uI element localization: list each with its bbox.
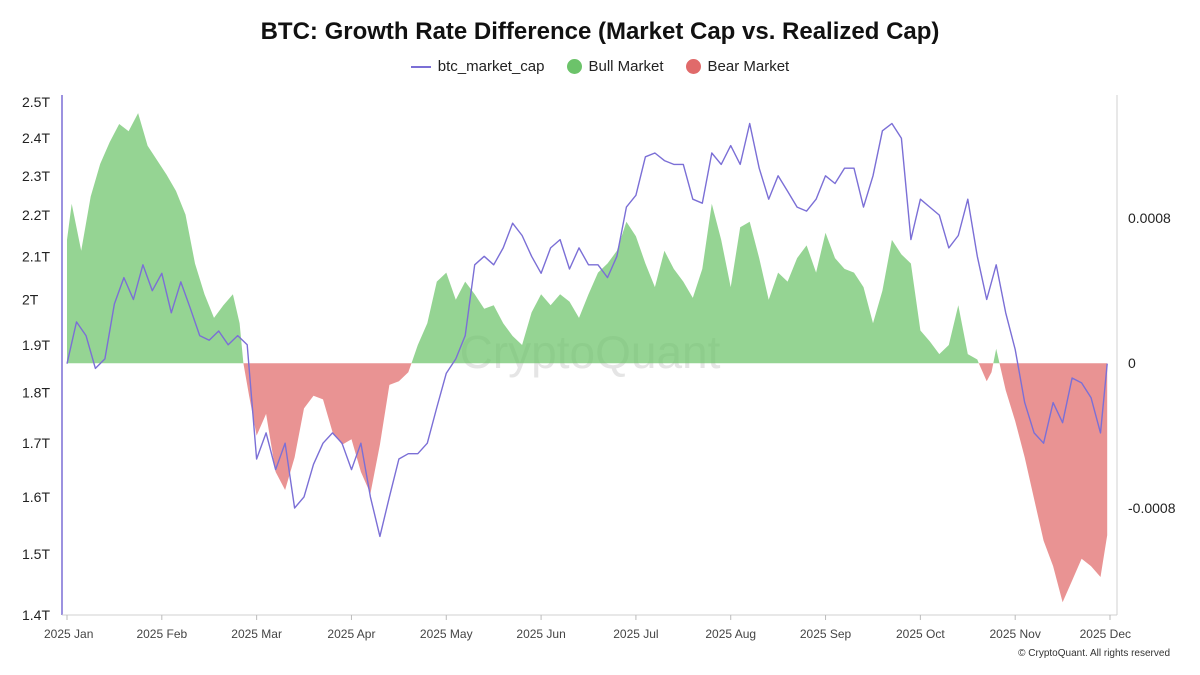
x-axis-tick-label: 2025 Feb bbox=[136, 627, 187, 641]
left-axis-tick-label: 1.4T bbox=[22, 607, 50, 623]
x-axis-tick-label: 2025 Mar bbox=[231, 627, 282, 641]
x-axis-tick-label: 2025 Aug bbox=[705, 627, 756, 641]
left-axis-tick-label: 2T bbox=[22, 291, 39, 307]
x-axis-tick-label: 2025 Jan bbox=[44, 627, 93, 641]
x-axis-tick-label: 2025 Jun bbox=[516, 627, 565, 641]
legend-label-market-cap: btc_market_cap bbox=[437, 58, 545, 75]
right-axis-tick-label: 0.0008 bbox=[1128, 210, 1171, 226]
right-axis-tick-label: -0.0008 bbox=[1128, 500, 1176, 516]
left-axis-tick-label: 2.5T bbox=[22, 94, 50, 110]
left-axis-tick-label: 2.2T bbox=[22, 207, 50, 223]
left-axis-tick-label: 2.4T bbox=[22, 130, 50, 146]
x-axis-tick-label: 2025 Sep bbox=[800, 627, 852, 641]
left-axis-tick-label: 2.1T bbox=[22, 248, 50, 264]
bear-market-area bbox=[67, 363, 1108, 603]
x-axis-tick-label: 2025 Apr bbox=[327, 627, 375, 641]
x-axis-tick-label: 2025 Nov bbox=[989, 627, 1040, 641]
left-axis-tick-label: 1.9T bbox=[22, 337, 50, 353]
chart-legend: btc_market_cap Bull Market Bear Market bbox=[0, 58, 1200, 75]
legend-label-bear-market: Bear Market bbox=[707, 58, 790, 75]
legend-label-bull-market: Bull Market bbox=[588, 58, 664, 75]
x-axis-tick-label: 2025 Jul bbox=[613, 627, 658, 641]
left-axis-tick-label: 1.5T bbox=[22, 546, 50, 562]
bull-market-area bbox=[67, 113, 1108, 364]
area-series bbox=[67, 113, 1108, 603]
right-axis-tick-label: 0 bbox=[1128, 355, 1136, 371]
x-axis-tick-label: 2025 May bbox=[420, 627, 473, 641]
chart-title: BTC: Growth Rate Difference (Market Cap … bbox=[260, 18, 940, 45]
bull-market-dot-icon bbox=[566, 59, 582, 74]
bear-market-dot-icon bbox=[685, 59, 701, 74]
left-axis-tick-label: 1.7T bbox=[22, 435, 50, 451]
market-cap-line-icon bbox=[410, 65, 431, 68]
left-axis-tick-label: 1.8T bbox=[22, 385, 50, 401]
plot-frame bbox=[61, 95, 1118, 616]
x-axis-tick-label: 2025 Dec bbox=[1080, 627, 1131, 641]
legend-item-market-cap[interactable]: btc_market_cap bbox=[410, 58, 545, 75]
left-axis-tick-label: 1.6T bbox=[22, 489, 50, 505]
legend-item-bear-market[interactable]: Bear Market bbox=[685, 58, 790, 75]
market-cap-line bbox=[66, 122, 1108, 538]
left-axis-tick-label: 2.3T bbox=[22, 168, 50, 184]
legend-item-bull-market[interactable]: Bull Market bbox=[566, 58, 664, 75]
x-axis-tick-label: 2025 Oct bbox=[896, 627, 945, 641]
copyright-notice: © CryptoQuant. All rights reserved bbox=[1018, 648, 1170, 659]
